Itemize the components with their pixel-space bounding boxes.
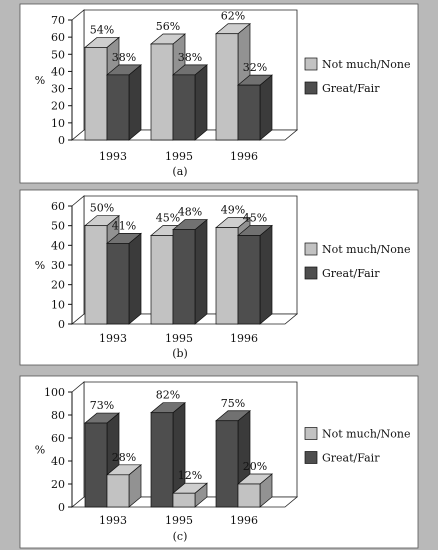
legend-label: Not much/None [322,58,410,71]
x-tick-label: 1993 [99,332,127,345]
panel-caption: (c) [173,530,188,543]
bar [84,225,108,325]
y-tick-label: 0 [58,318,65,331]
bar [237,483,261,508]
x-tick-label: 1993 [99,514,127,527]
bar-side [128,232,142,325]
y-tick-label: 30 [51,259,65,272]
y-tick-label: 50 [51,48,65,61]
data-label: 50% [90,202,114,215]
data-label: 73% [90,399,114,412]
panel-caption: (b) [172,347,188,360]
bar [172,492,196,508]
y-tick-label: 50 [51,220,65,233]
bar [172,74,196,141]
y-tick-label: 20 [51,279,65,292]
y-tick-label: 10 [51,298,65,311]
bar-side [194,218,208,325]
y-tick-label: 100 [44,386,65,399]
data-label: 45% [156,212,180,225]
y-tick-label: 60 [51,200,65,213]
data-label: 20% [243,460,267,473]
y-tick-label: 20 [51,100,65,113]
bar [237,235,261,325]
data-label: 48% [178,206,202,219]
legend-label: Not much/None [322,428,410,441]
y-tick-label: 40 [51,65,65,78]
data-label: 56% [156,20,180,33]
legend-label: Great/Fair [322,82,380,95]
y-tick-label: 60 [51,432,65,445]
data-label: 38% [112,51,136,64]
data-label: 75% [221,397,245,410]
legend-label: Not much/None [322,243,410,256]
panel-a: 0 10 20 30 40 50 60 70% 54% 38% 1993 56% 38% 1995 62% 3… [19,3,419,184]
x-tick-label: 1995 [165,332,193,345]
data-label: 82% [156,389,180,402]
side-wall [71,195,85,325]
bar [215,420,239,508]
side-wall [71,9,85,141]
y-tick-label: 0 [58,501,65,514]
bar [84,47,108,141]
legend-swatch [304,451,318,464]
legend-swatch [304,242,318,256]
data-label: 49% [221,204,245,217]
bar [84,422,108,508]
bar-side [259,224,273,325]
x-tick-label: 1993 [99,150,127,163]
y-axis-label: % [35,444,45,457]
bar [150,412,174,508]
legend-swatch [304,57,318,71]
bar-side [259,74,273,141]
y-tick-label: 0 [58,134,65,147]
y-tick-label: 10 [51,117,65,130]
legend-swatch [304,81,318,95]
data-label: 12% [178,469,202,482]
data-label: 45% [243,212,267,225]
y-tick-label: 80 [51,409,65,422]
y-axis-label: % [35,259,45,272]
bar [150,43,174,141]
bar [106,243,130,325]
y-tick-label: 30 [51,83,65,96]
legend-label: Great/Fair [322,452,380,465]
bar [215,33,239,141]
y-tick-label: 70 [51,14,65,27]
bar-side [128,64,142,141]
y-tick-label: 60 [51,31,65,44]
x-tick-label: 1996 [230,332,258,345]
bar [172,229,196,325]
x-tick-label: 1995 [165,514,193,527]
side-wall [71,381,85,508]
bar [150,235,174,325]
bar [237,84,261,141]
x-tick-label: 1995 [165,150,193,163]
data-label: 32% [243,61,267,74]
bar [106,74,130,141]
x-tick-label: 1996 [230,514,258,527]
panel-c: 0 20 40 60 80 100% 73% 28% 1993 82% 12% 1995 75% 20% 1… [19,375,419,549]
data-label: 62% [221,10,245,23]
y-axis-label: % [35,74,45,87]
y-tick-label: 40 [51,239,65,252]
y-tick-label: 40 [51,455,65,468]
bar [215,227,239,325]
legend-label: Great/Fair [322,267,380,280]
data-label: 38% [178,51,202,64]
x-tick-label: 1996 [230,150,258,163]
y-tick-label: 20 [51,478,65,491]
data-label: 41% [112,219,136,232]
bar [106,474,130,508]
panel-b: 0102030405060%50%41%199345%48%199549%45%… [19,189,419,366]
data-label: 54% [90,23,114,36]
bar-side [194,64,208,141]
data-label: 28% [112,451,136,464]
legend-swatch [304,427,318,440]
legend-swatch [304,266,318,280]
panel-caption: (a) [172,165,187,178]
